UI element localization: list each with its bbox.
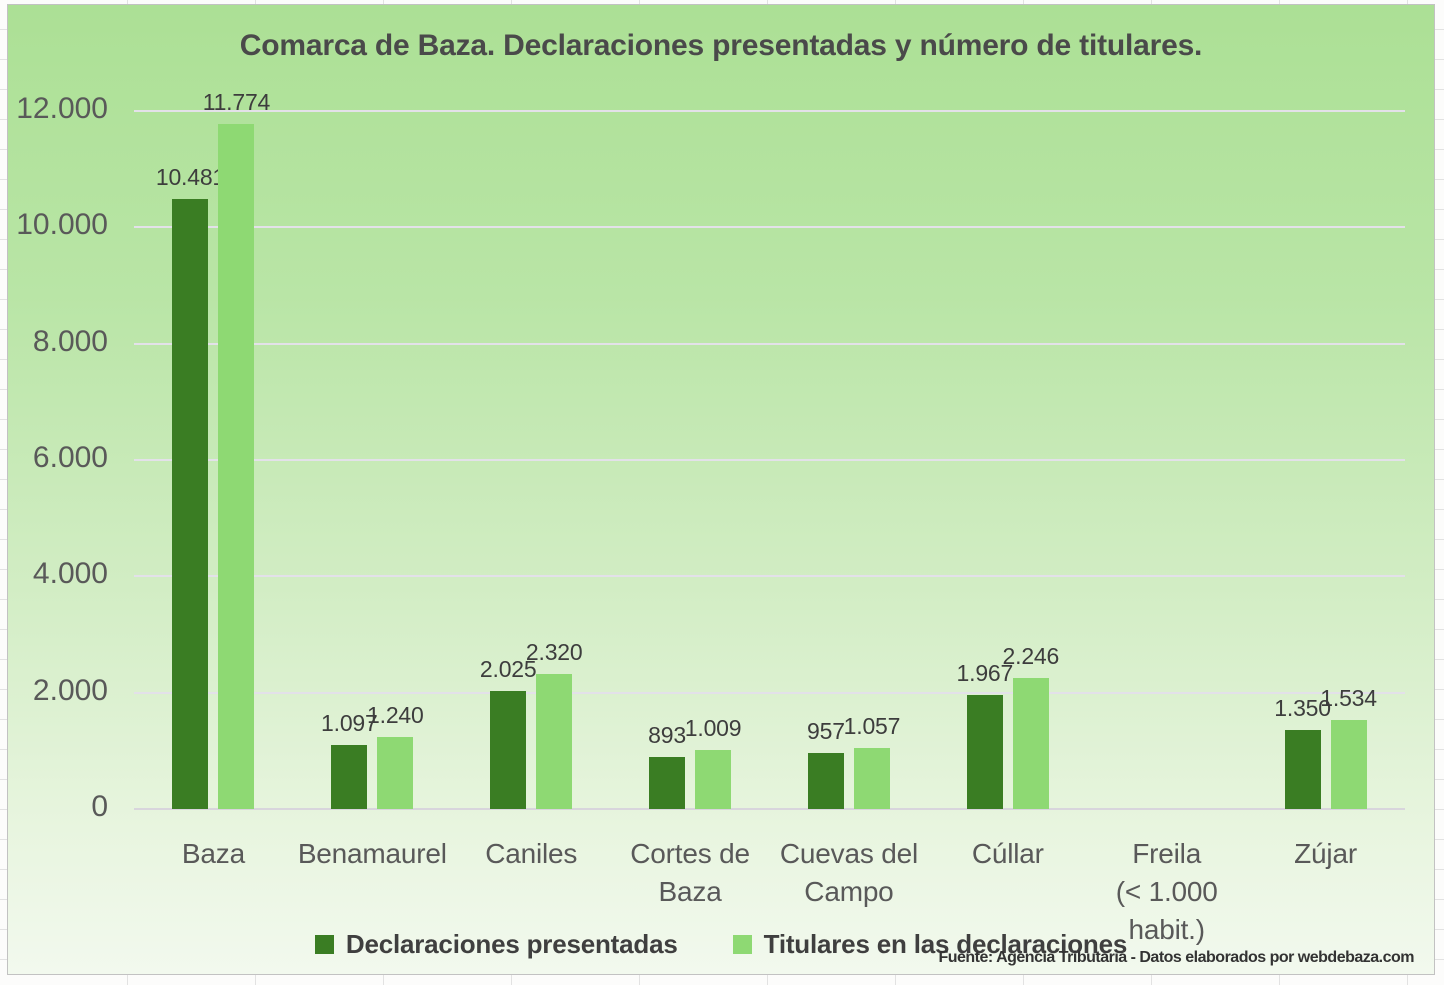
bar-titulares (218, 124, 255, 809)
x-axis-category-label: Zújar (1294, 838, 1357, 869)
bar-value-label: 10.481 (155, 164, 226, 191)
chart-legend: Declaraciones presentadas Titulares en l… (8, 929, 1434, 960)
y-axis-tick-label: 8.000 (32, 324, 108, 358)
bar-declaraciones (331, 745, 368, 809)
x-axis-category-label: Freila (< 1.000 habit.) (1115, 838, 1218, 945)
y-axis-tick-label: 12.000 (16, 92, 108, 125)
x-axis-category-label: Benamaurel (297, 838, 447, 869)
gridline (134, 110, 1405, 112)
bar-value-label: 2.246 (1002, 643, 1060, 670)
gridline (134, 459, 1405, 461)
bar-chart: Comarca de Baza. Declaraciones presentad… (7, 4, 1435, 975)
x-axis-category-label: Cuevas del Campo (779, 838, 918, 907)
bar-declaraciones (490, 691, 527, 809)
x-axis-category-label: Cúllar (971, 838, 1044, 869)
bar-declaraciones (966, 694, 1003, 809)
bar-declaraciones (807, 753, 844, 809)
bar-declaraciones (1284, 730, 1321, 809)
legend-entry-titulares: Titulares en las declaraciones (732, 929, 1128, 960)
bar-value-label: 1.057 (843, 712, 901, 739)
bar-value-label: 2.320 (525, 639, 583, 666)
bar-value-label: 1.240 (367, 701, 424, 728)
bar-titulares (1330, 719, 1367, 809)
x-axis-category-label: Caniles (485, 838, 578, 869)
y-axis-tick-label: 0 (91, 790, 108, 823)
legend-entry-declaraciones: Declaraciones presentadas (314, 929, 678, 960)
gridline (134, 226, 1405, 229)
y-axis-tick-label: 10.000 (16, 208, 108, 242)
bar-titulares (695, 750, 732, 809)
y-axis-tick-label: 6.000 (32, 441, 108, 474)
legend-swatch-icon (732, 935, 752, 954)
legend-label: Declaraciones presentadas (345, 929, 678, 959)
bar-value-label: 957 (807, 718, 845, 745)
x-axis-category-label: Cortes de Baza (630, 838, 750, 907)
bar-value-label: 1.009 (684, 715, 742, 742)
bar-declaraciones (172, 199, 209, 809)
y-axis-tick-label: 4.000 (32, 557, 108, 591)
x-axis-category-label: Baza (181, 838, 245, 869)
bar-value-label: 2.025 (479, 656, 537, 683)
y-axis-tick-label: 2.000 (32, 673, 108, 707)
bar-value-label: 893 (648, 722, 686, 749)
bar-value-label: 1.534 (1320, 684, 1377, 711)
gridline (134, 691, 1405, 694)
bar-value-label: 1.097 (321, 710, 378, 737)
bar-declaraciones (649, 757, 686, 809)
bar-titulares (1012, 678, 1049, 809)
gridline (134, 342, 1405, 345)
source-note: Fuente: Agencia Tributaria - Datos elabo… (938, 949, 1414, 966)
bar-titulares (536, 674, 573, 809)
gridline (134, 575, 1405, 578)
bar-value-label: 1.350 (1274, 695, 1331, 722)
bar-value-label: 1.967 (956, 659, 1014, 686)
legend-label: Titulares en las declaraciones (763, 929, 1128, 959)
bar-titulares (853, 747, 890, 809)
legend-swatch-icon (314, 935, 334, 954)
plot-area: 10.481 1.097 2.025 893 957 1.967 1.350 11.774 1.… (134, 89, 1405, 945)
x-axis-line (134, 808, 1405, 810)
bar-value-label: 11.774 (202, 89, 271, 116)
chart-title: Comarca de Baza. Declaraciones presentad… (239, 29, 1203, 62)
bar-titulares (377, 736, 414, 809)
